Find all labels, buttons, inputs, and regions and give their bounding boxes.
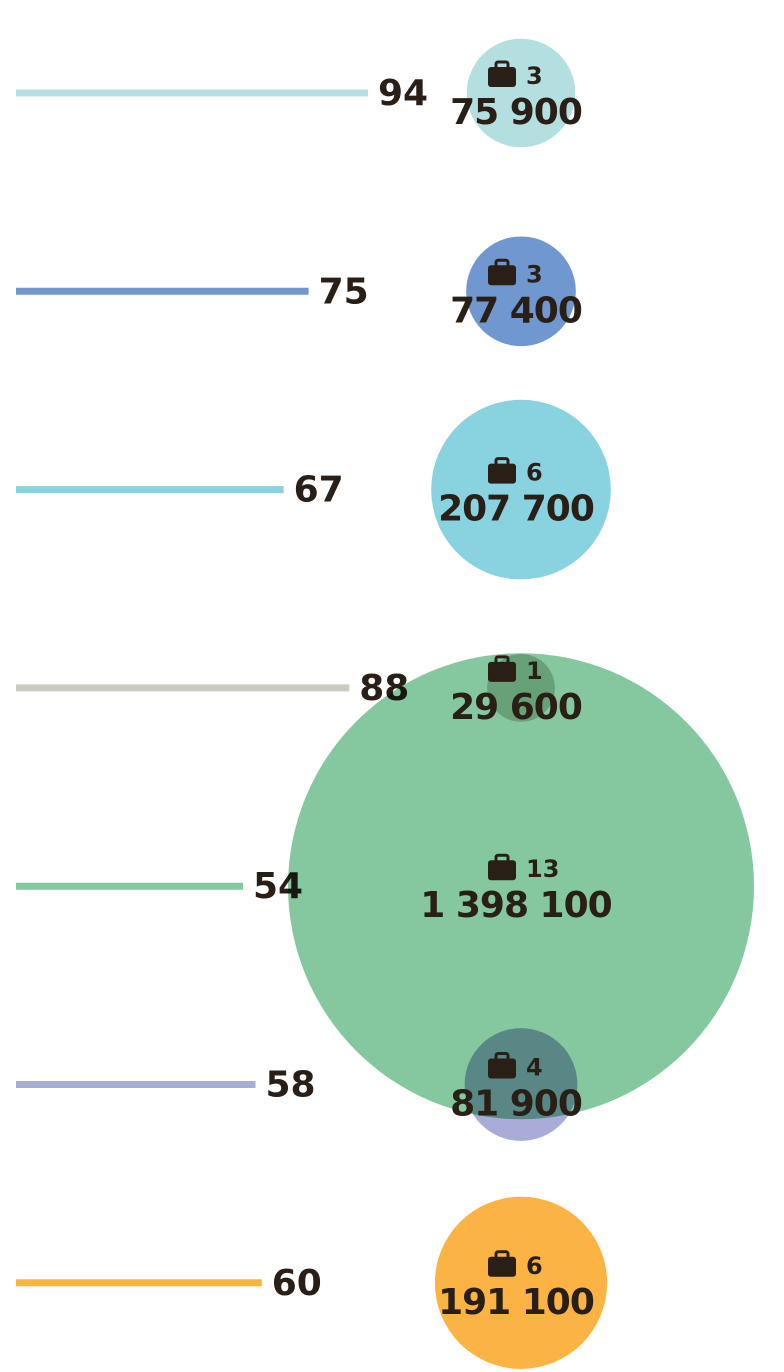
size-label: 29 600 xyxy=(450,687,582,728)
count-label: 6 xyxy=(526,1252,543,1280)
briefcase-handle xyxy=(494,853,510,865)
size-label: 75 900 xyxy=(450,92,582,133)
briefcase-body xyxy=(488,661,516,682)
briefcase-handle xyxy=(494,60,510,72)
bubble xyxy=(288,653,754,1120)
briefcase-handle xyxy=(494,655,510,667)
size-label: 77 400 xyxy=(450,290,582,331)
briefcase-handle xyxy=(494,1250,510,1262)
bubble xyxy=(464,1028,578,1141)
bar-value-label: 94 xyxy=(378,73,428,114)
briefcase-handle xyxy=(494,258,510,270)
bar-value-label: 75 xyxy=(319,271,369,312)
bar-value-label: 60 xyxy=(272,1263,322,1304)
briefcase-icon xyxy=(488,258,516,286)
count-label: 6 xyxy=(526,459,543,487)
size-label: 1 398 100 xyxy=(420,885,611,926)
briefcase-icon xyxy=(488,1250,516,1277)
count-label: 4 xyxy=(526,1054,543,1082)
count-label: 3 xyxy=(526,62,543,90)
briefcase-handle xyxy=(494,1052,510,1063)
briefcase-icon xyxy=(488,457,516,484)
count-label: 1 xyxy=(526,657,543,685)
briefcase-body xyxy=(488,265,516,286)
briefcase-body xyxy=(488,463,516,484)
bubble xyxy=(434,1196,608,1369)
briefcase-body xyxy=(488,1256,516,1277)
bubble xyxy=(431,399,611,580)
bubble xyxy=(466,236,576,347)
size-label: 191 100 xyxy=(438,1282,594,1323)
count-label: 3 xyxy=(526,260,543,288)
briefcase-handle xyxy=(494,457,510,469)
briefcase-icon xyxy=(488,655,516,682)
briefcase-icon xyxy=(488,1052,516,1079)
count-label: 13 xyxy=(526,855,559,883)
bubbles xyxy=(288,38,754,1369)
briefcase-body xyxy=(488,67,516,87)
briefcase-body xyxy=(488,860,516,881)
size-label: 207 700 xyxy=(438,489,594,530)
bar-value-label: 67 xyxy=(294,470,344,511)
size-label: 81 900 xyxy=(450,1084,582,1125)
briefcase-body xyxy=(488,1058,516,1079)
bubble xyxy=(466,38,576,148)
briefcase-icon xyxy=(488,853,516,881)
briefcase-icon xyxy=(488,60,516,87)
bar-value-label: 58 xyxy=(266,1065,316,1106)
